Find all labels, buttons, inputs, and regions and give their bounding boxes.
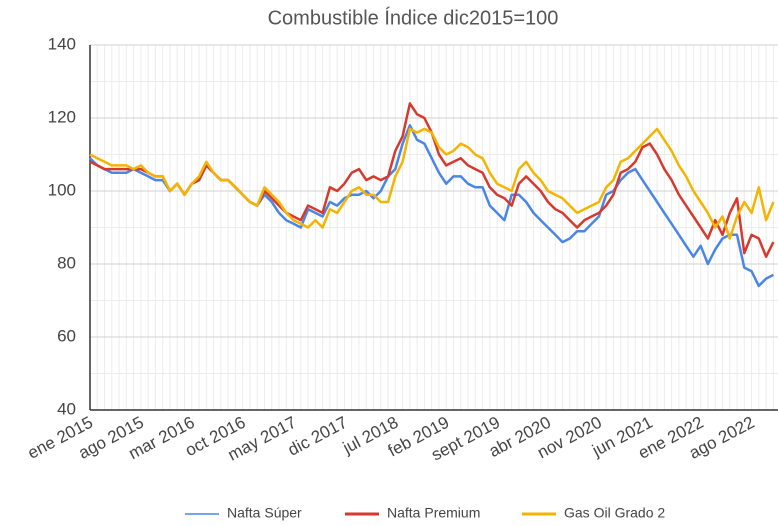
legend-label: Nafta Súper — [227, 505, 302, 521]
chart-title: Combustible Índice dic2015=100 — [268, 6, 559, 29]
y-tick-label: 60 — [57, 326, 76, 345]
y-tick-label: 40 — [57, 399, 76, 418]
series-line — [89, 127, 775, 240]
legend-label: Gas Oil Grado 2 — [564, 505, 665, 521]
legend-label: Nafta Premium — [387, 505, 480, 521]
y-tick-label: 120 — [48, 107, 76, 126]
y-tick-label: 80 — [57, 253, 76, 272]
legend: Nafta Súper Nafta Premium Gas Oil Grado 2 — [185, 505, 665, 521]
y-tick-label: 100 — [48, 180, 76, 199]
x-tick-label: dic 2017 — [285, 413, 351, 460]
plot — [89, 102, 775, 288]
y-tick-label: 140 — [48, 34, 76, 53]
